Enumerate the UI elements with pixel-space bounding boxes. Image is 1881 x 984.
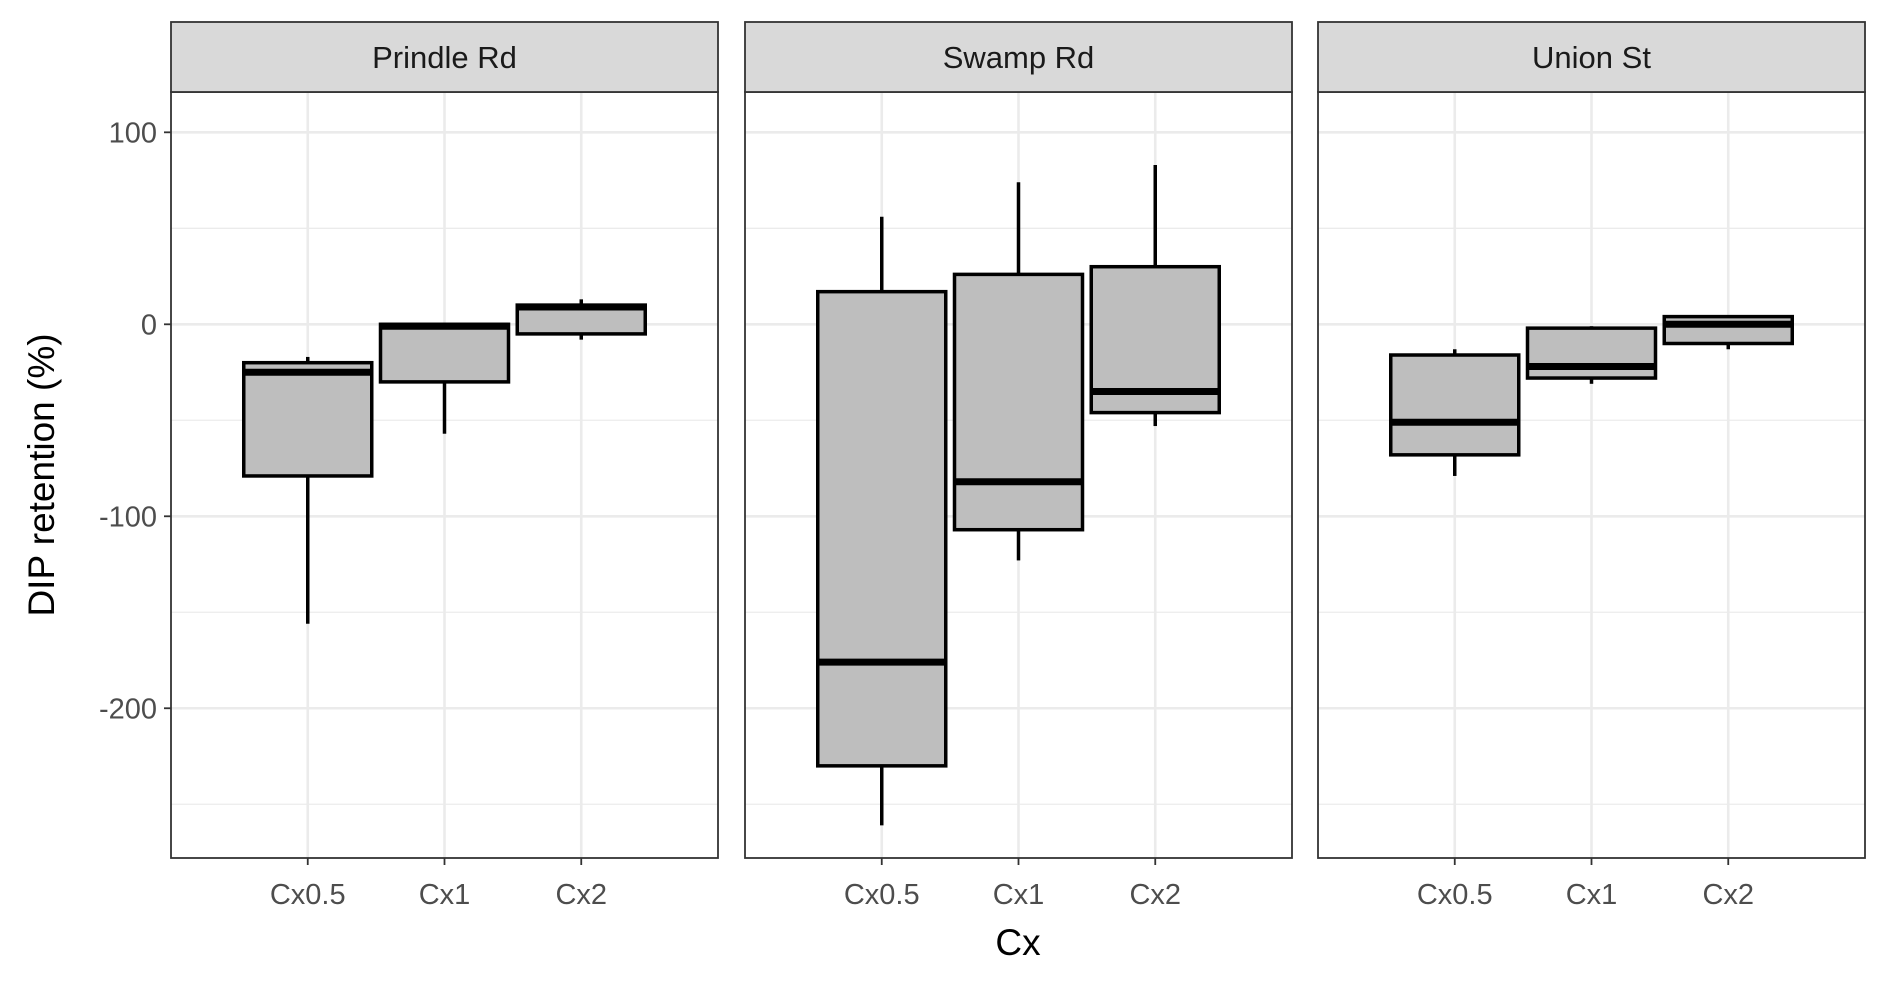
boxplot-cx0-5 [242,356,374,624]
facet-strip-label: Swamp Rd [943,40,1095,75]
boxplot-cx2 [515,299,647,340]
x-tick-label: Cx2 [555,879,607,911]
box-iqr [816,289,948,768]
y-tick-label: 100 [109,117,157,149]
box-iqr [242,360,374,478]
facet-panel: Union St Cx0.5 Cx1 Cx2 [1317,21,1866,911]
x-tick-label: Cx0.5 [270,879,346,911]
boxplot-cx1 [1525,326,1658,384]
x-axis-title: Cx [995,922,1041,963]
box-iqr [1389,353,1521,457]
box-iqr [952,272,1085,532]
boxplot-cx0-5 [1389,349,1521,476]
x-tick-label: Cx1 [419,879,471,911]
facet-strip [744,21,1293,93]
facet-panel: Swamp Rd Cx0.5 Cx1 Cx2 [744,21,1293,911]
facet-panels: Prindle Rd Cx0.5 Cx1 Cx2 Swamp Rd Cx0.5 Cx1 Cx2… [170,21,1866,911]
boxplot-cx1 [378,322,511,434]
facet-strip-label: Union St [1532,40,1651,75]
box-iqr [1525,326,1658,380]
boxplot-cx2 [1089,164,1221,427]
x-tick-label: Cx2 [1129,879,1181,911]
y-axis: 100 0 -100 -200 [99,117,171,725]
x-tick-label: Cx0.5 [844,879,920,911]
facet-panel: Prindle Rd Cx0.5 Cx1 Cx2 [170,21,719,911]
facet-strip [1317,21,1866,93]
x-tick-label: Cx0.5 [1417,879,1493,911]
y-tick-label: -200 [99,693,157,725]
box-iqr [1662,314,1794,346]
y-tick-label: -100 [99,501,157,533]
y-tick-label: 0 [141,309,157,341]
facet-strip-label: Prindle Rd [372,40,517,75]
boxplot-cx2 [1662,314,1794,350]
x-tick-label: Cx2 [1702,879,1754,911]
x-tick-label: Cx1 [1566,879,1618,911]
x-tick-label: Cx1 [993,879,1045,911]
y-axis-title: DIP retention (%) [21,333,62,616]
boxplot-cx1 [952,182,1085,561]
facet-strip [170,21,719,93]
box-iqr [378,322,511,384]
boxplot-cx0-5 [816,216,948,826]
